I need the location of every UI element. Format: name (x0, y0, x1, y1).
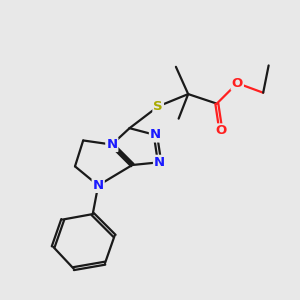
Text: O: O (232, 77, 243, 90)
Text: O: O (215, 124, 226, 137)
Text: S: S (153, 100, 163, 113)
Text: N: N (93, 179, 104, 192)
Text: N: N (150, 128, 161, 142)
Text: N: N (154, 156, 165, 169)
Text: N: N (106, 138, 117, 151)
